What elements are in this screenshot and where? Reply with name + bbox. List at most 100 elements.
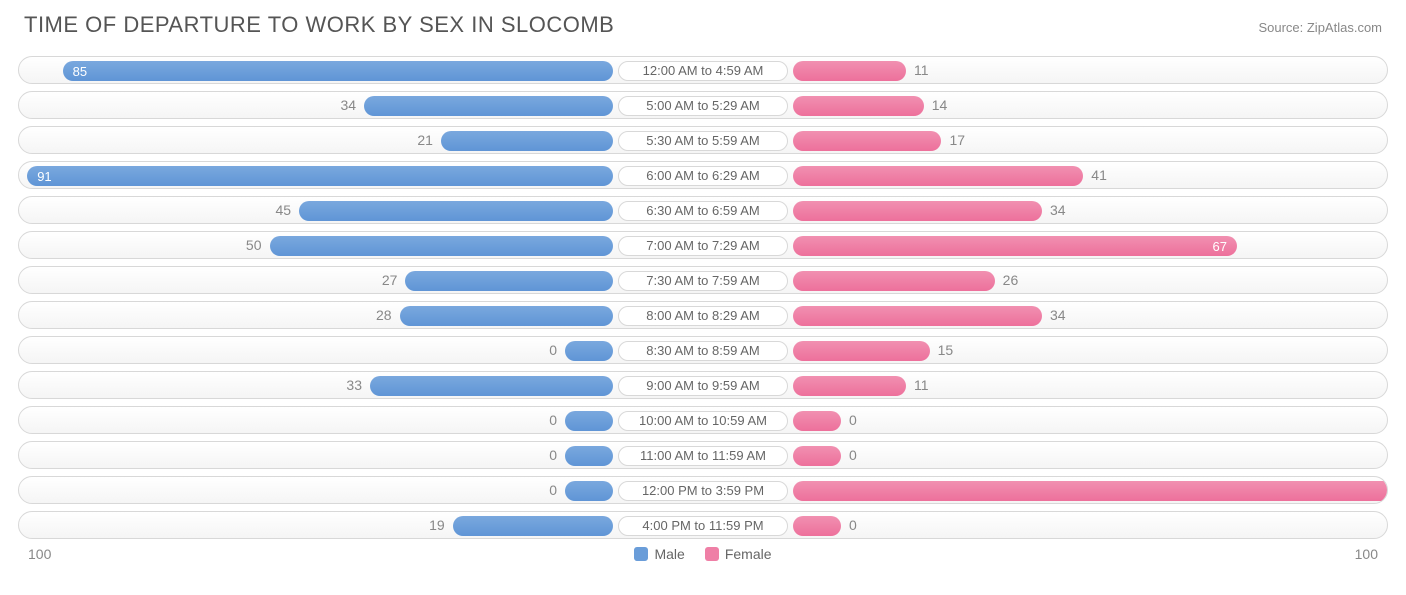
row-time-label: 6:30 AM to 6:59 AM [618, 201, 788, 221]
row-time-label: 7:00 AM to 7:29 AM [618, 236, 788, 256]
female-bar [793, 341, 930, 361]
diverging-bar-chart: 85 11 12:00 AM to 4:59 AM 34 14 5:00 AM to 5:… [18, 56, 1388, 539]
chart-row: 91 41 6:00 AM to 6:29 AM [18, 161, 1388, 189]
male-bar: 85 [63, 61, 613, 81]
chart-footer: 100 Male Female 100 [18, 546, 1388, 562]
row-time-label: 12:00 AM to 4:59 AM [618, 61, 788, 81]
chart-title: TIME OF DEPARTURE TO WORK BY SEX IN SLOC… [24, 12, 614, 38]
male-swatch [634, 547, 648, 561]
female-value-label: 41 [1091, 167, 1107, 183]
row-time-label: 7:30 AM to 7:59 AM [618, 271, 788, 291]
male-bar [364, 96, 613, 116]
row-left-half: 45 [19, 197, 703, 223]
row-time-label: 8:30 AM to 8:59 AM [618, 341, 788, 361]
chart-row: 0010:00 AM to 10:59 AM [18, 406, 1388, 434]
row-right-half: 15 [703, 337, 1387, 363]
row-time-label: 9:00 AM to 9:59 AM [618, 376, 788, 396]
female-value-label: 15 [938, 342, 954, 358]
female-bar [793, 376, 906, 396]
row-time-label: 12:00 PM to 3:59 PM [618, 481, 788, 501]
female-bar [793, 61, 906, 81]
chart-header: TIME OF DEPARTURE TO WORK BY SEX IN SLOC… [18, 12, 1388, 38]
male-value-label: 0 [549, 342, 557, 358]
female-bar [793, 516, 841, 536]
female-value-label: 11 [914, 377, 929, 393]
row-left-half: 0 [19, 407, 703, 433]
chart-source: Source: ZipAtlas.com [1258, 20, 1382, 35]
chart-row: 50 677:00 AM to 7:29 AM [18, 231, 1388, 259]
male-value-label: 85 [73, 64, 87, 79]
female-value-label: 14 [932, 97, 948, 113]
row-left-half: 0 [19, 337, 703, 363]
row-left-half: 21 [19, 127, 703, 153]
row-time-label: 6:00 AM to 6:29 AM [618, 166, 788, 186]
female-bar [793, 166, 1083, 186]
chart-row: 85 11 12:00 AM to 4:59 AM [18, 56, 1388, 84]
chart-row: 33 11 9:00 AM to 9:59 AM [18, 371, 1388, 399]
female-value-label: 0 [849, 412, 857, 428]
row-right-half: 11 [703, 57, 1387, 83]
row-left-half: 0 [19, 477, 703, 503]
row-time-label: 5:00 AM to 5:29 AM [618, 96, 788, 116]
legend-female: Female [705, 546, 772, 562]
male-value-label: 33 [346, 377, 362, 393]
row-left-half: 19 [19, 512, 703, 538]
row-left-half: 91 [19, 162, 703, 188]
male-bar [565, 481, 613, 501]
female-bar [793, 201, 1042, 221]
row-right-half: 17 [703, 127, 1387, 153]
chart-row: 28348:00 AM to 8:29 AM [18, 301, 1388, 329]
male-bar [405, 271, 613, 291]
row-right-half: 100 [703, 477, 1387, 503]
row-right-half: 0 [703, 407, 1387, 433]
female-bar: 67 [793, 236, 1237, 256]
row-right-half: 0 [703, 442, 1387, 468]
row-time-label: 4:00 PM to 11:59 PM [618, 516, 788, 536]
legend-male-label: Male [654, 546, 684, 562]
row-left-half: 34 [19, 92, 703, 118]
female-bar [793, 306, 1042, 326]
male-bar [441, 131, 613, 151]
row-left-half: 50 [19, 232, 703, 258]
male-value-label: 50 [246, 237, 262, 253]
legend: Male Female [634, 546, 771, 562]
row-right-half: 41 [703, 162, 1387, 188]
male-value-label: 0 [549, 482, 557, 498]
legend-female-label: Female [725, 546, 772, 562]
female-value-label: 26 [1003, 272, 1019, 288]
female-bar [793, 96, 924, 116]
female-bar [793, 411, 841, 431]
male-bar [565, 341, 613, 361]
row-left-half: 27 [19, 267, 703, 293]
row-left-half: 0 [19, 442, 703, 468]
female-bar [793, 131, 941, 151]
chart-row: 0 10012:00 PM to 3:59 PM [18, 476, 1388, 504]
chart-row: 0 15 8:30 AM to 8:59 AM [18, 336, 1388, 364]
row-time-label: 11:00 AM to 11:59 AM [618, 446, 788, 466]
male-value-label: 45 [275, 202, 291, 218]
female-value-label: 0 [849, 517, 857, 533]
row-right-half: 11 [703, 372, 1387, 398]
chart-row: 34 14 5:00 AM to 5:29 AM [18, 91, 1388, 119]
axis-left-max: 100 [28, 546, 51, 562]
row-right-half: 14 [703, 92, 1387, 118]
female-value-label: 34 [1050, 202, 1066, 218]
chart-row: 27 26 7:30 AM to 7:59 AM [18, 266, 1388, 294]
male-value-label: 27 [382, 272, 398, 288]
row-left-half: 33 [19, 372, 703, 398]
row-time-label: 10:00 AM to 10:59 AM [618, 411, 788, 431]
male-value-label: 0 [549, 447, 557, 463]
legend-male: Male [634, 546, 684, 562]
row-time-label: 8:00 AM to 8:29 AM [618, 306, 788, 326]
male-bar [299, 201, 613, 221]
female-value-label: 17 [949, 132, 965, 148]
row-time-label: 5:30 AM to 5:59 AM [618, 131, 788, 151]
chart-row: 45 34 6:30 AM to 6:59 AM [18, 196, 1388, 224]
female-value-label: 11 [914, 62, 929, 78]
female-bar [793, 446, 841, 466]
male-bar [565, 446, 613, 466]
male-value-label: 19 [429, 517, 445, 533]
male-bar [565, 411, 613, 431]
row-right-half: 34 [703, 197, 1387, 223]
row-right-half: 0 [703, 512, 1387, 538]
